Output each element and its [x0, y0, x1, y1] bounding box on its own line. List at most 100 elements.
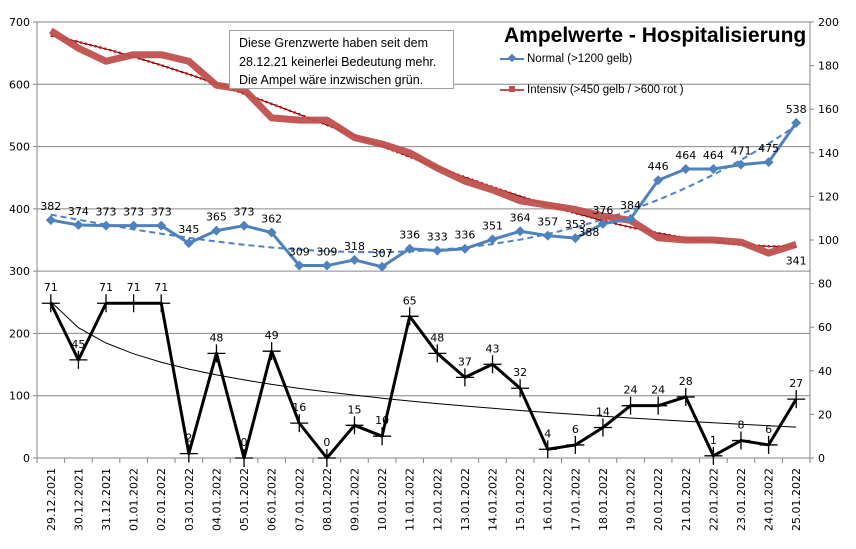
normal-line [50, 122, 798, 269]
x-axis-tick-label: 07.01.2022 [293, 468, 306, 531]
x-axis-tick-label: 31.12.2021 [100, 468, 113, 531]
normal-data-label: 538 [786, 103, 807, 116]
plus-marker [345, 416, 364, 435]
plus-marker [483, 355, 502, 374]
legend-label: Intensiv (>450 gelb / >600 rot ) [527, 84, 684, 96]
plus-marker [455, 368, 474, 387]
diamond-marker [183, 238, 194, 249]
diamond-marker [156, 220, 167, 231]
x-axis-tick-label: 13.01.2022 [459, 468, 472, 531]
plus-marker [207, 344, 226, 363]
x-axis-tick-label: 12.01.2022 [431, 468, 444, 531]
left-axis-tick-label: 100 [9, 390, 30, 403]
plus-marker [41, 294, 60, 313]
black-data-label: 0 [323, 436, 330, 449]
left-axis-tick-label: 600 [9, 78, 30, 91]
normal-data-label: 373 [96, 206, 117, 219]
black-data-label: 65 [403, 294, 417, 307]
right-axis-tick-label: 80 [818, 278, 832, 291]
normal-data-label: 365 [206, 211, 227, 224]
diamond-marker [653, 175, 664, 186]
diamond-marker [73, 220, 84, 231]
normal-data-label: 336 [399, 229, 420, 242]
black-data-label: 43 [486, 342, 500, 355]
diamond-marker [735, 159, 746, 170]
black-data-label: 71 [127, 281, 141, 294]
intensiv-data-label: 341 [786, 254, 807, 267]
diamond-marker [432, 245, 443, 256]
legend-entry-intensiv: Intensiv (>450 gelb / >600 rot ) [500, 84, 684, 96]
diamond-marker [763, 157, 774, 168]
plus-marker [593, 418, 612, 437]
black-data-label: 0 [241, 436, 248, 449]
black-data-label: 14 [596, 405, 610, 418]
normal-data-label: 374 [68, 205, 89, 218]
normal-data-label: 464 [703, 149, 724, 162]
normal-trendline [50, 124, 797, 254]
right-axis-tick-label: 160 [818, 103, 839, 116]
normal-data-label: 373 [234, 206, 255, 219]
x-axis-tick-label: 30.12.2021 [72, 468, 85, 531]
normal-data-label: 376 [592, 204, 613, 217]
black-data-label: 71 [154, 281, 168, 294]
diamond-marker [597, 218, 608, 229]
black-data-label: 45 [71, 338, 85, 351]
diamond-marker [542, 230, 553, 241]
x-axis-tick-label: 29.12.2021 [45, 468, 58, 531]
diamond-marker [101, 220, 112, 231]
black-data-label: 24 [624, 384, 638, 397]
diamond-marker [239, 220, 250, 231]
black-data-label: 49 [265, 329, 279, 342]
black-trendline [50, 301, 797, 428]
x-axis-tick-label: 05.01.2022 [238, 468, 251, 531]
diamond-marker [211, 225, 222, 236]
legend-swatch [500, 86, 524, 92]
diamond-marker [459, 243, 470, 254]
black-data-label: 27 [789, 377, 803, 390]
x-axis-tick-label: 20.01.2022 [652, 468, 665, 531]
diamond-marker [266, 227, 277, 238]
plus-marker [428, 344, 447, 363]
black-data-label: 1 [710, 434, 717, 447]
x-axis-tick-label: 11.01.2022 [404, 468, 417, 531]
x-axis-tick-label: 23.01.2022 [735, 468, 748, 531]
x-axis-tick-label: 15.01.2022 [514, 468, 527, 531]
left-axis-tick-label: 400 [9, 203, 30, 216]
normal-data-label: 318 [344, 240, 365, 253]
normal-data-label: 345 [178, 223, 199, 236]
normal-data-label: 471 [730, 145, 751, 158]
plus-marker [649, 396, 668, 415]
diamond-marker [349, 254, 360, 265]
x-axis-tick-label: 10.01.2022 [376, 468, 389, 531]
diamond-marker [570, 233, 581, 244]
legend-swatch [500, 53, 524, 63]
x-axis-tick-label: 08.01.2022 [321, 468, 334, 531]
chart-title: Ampelwerte - Hospitalisierung [504, 24, 807, 47]
diamond-marker [294, 260, 305, 271]
diamond-marker [515, 226, 526, 237]
right-axis-tick-label: 120 [818, 190, 839, 203]
x-axis-tick-label: 25.01.2022 [790, 468, 803, 531]
plus-marker [731, 431, 750, 450]
black-data-label: 28 [679, 375, 693, 388]
plus-marker [179, 444, 198, 463]
x-axis-tick-label: 03.01.2022 [183, 468, 196, 531]
diamond-marker [625, 213, 636, 224]
annotation-line: Die Ampel wäre inzwischen grün. [239, 73, 424, 87]
normal-data-label: 382 [40, 200, 61, 213]
plus-marker [787, 390, 806, 409]
plus-marker [97, 294, 116, 313]
intensiv-data-label: 388 [578, 226, 599, 239]
diamond-marker [791, 117, 802, 128]
plus-marker [676, 387, 695, 406]
diamond-marker [708, 163, 719, 174]
right-axis-tick-label: 20 [818, 408, 832, 421]
normal-data-label: 357 [537, 216, 558, 229]
normal-data-label: 309 [289, 246, 310, 259]
x-axis-tick-label: 09.01.2022 [348, 468, 361, 531]
plus-marker [511, 379, 530, 398]
black-data-label: 37 [458, 355, 472, 368]
plus-marker [262, 342, 281, 361]
